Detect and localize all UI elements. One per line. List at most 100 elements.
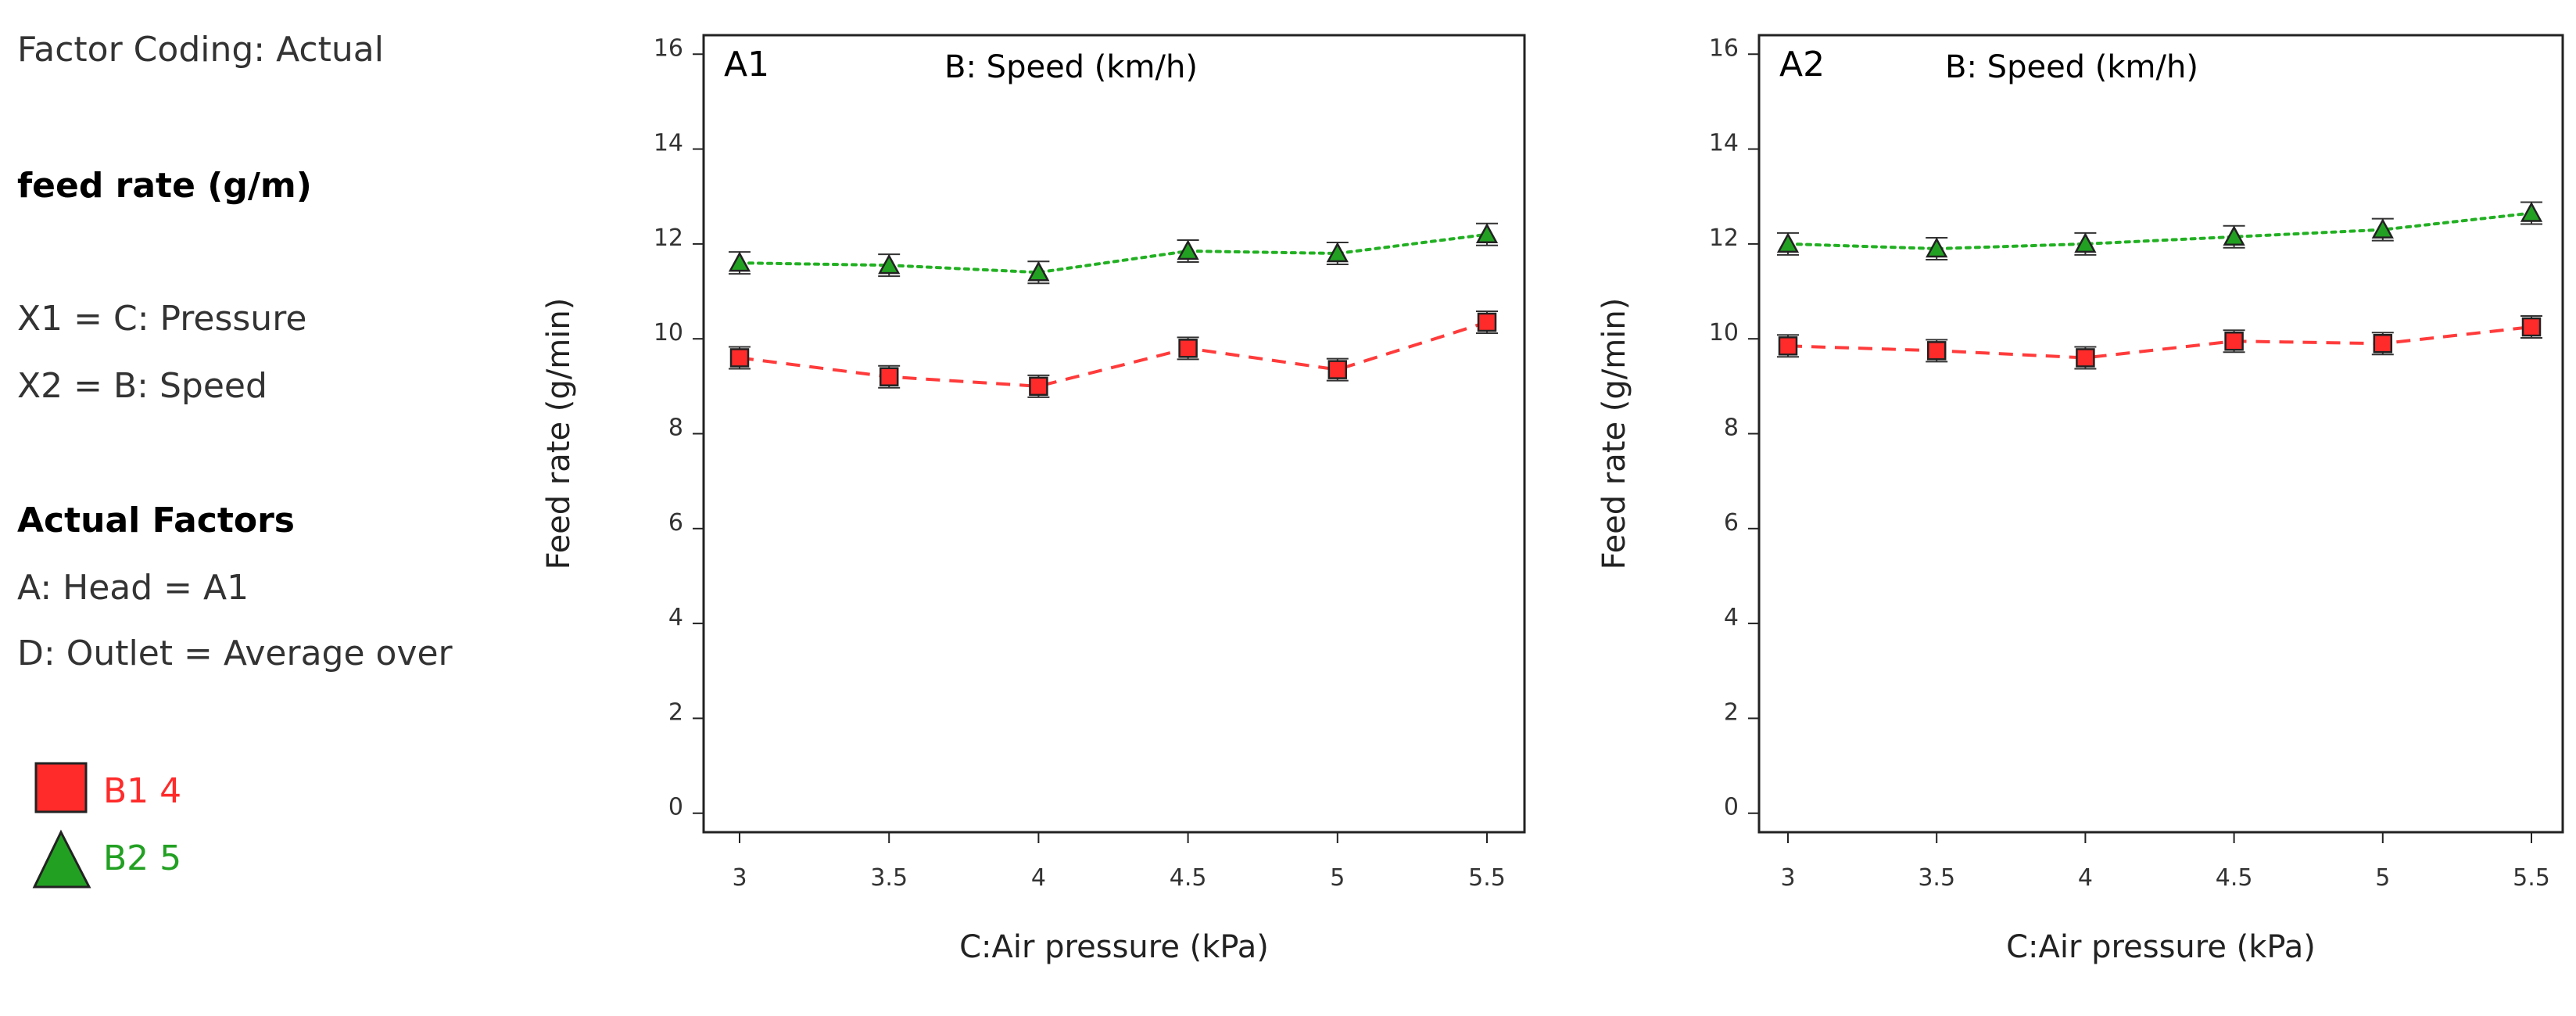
chart-2-y-tick-label: 10 [1709, 319, 1739, 346]
square-marker [1178, 339, 1198, 358]
chart-2-series-2-point [2371, 217, 2394, 242]
chart-1-y-tick-label: 0 [668, 794, 683, 821]
chart-1-x-tick-label: 4 [1031, 864, 1046, 892]
chart-2-series-1-point [2223, 329, 2245, 354]
chart-2-series-1-point [2371, 332, 2394, 356]
triangle-marker [878, 253, 901, 275]
chart-1-y-tick-label: 10 [654, 319, 683, 346]
chart-2-series-2-point [1776, 232, 1800, 256]
chart-1-y-axis-label: Feed rate (g/min) [541, 298, 577, 570]
chart-1-series-1-point [1476, 310, 1498, 334]
chart-2-x-tick-label: 4 [2078, 864, 2093, 892]
chart-2-panel-label: A2 [1779, 45, 1825, 84]
chart-1-series-1-point [1326, 357, 1349, 382]
chart-2-series-2-point [2074, 232, 2097, 256]
chart-2-series-2-point [1926, 236, 1948, 260]
triangle-marker [1475, 223, 1499, 243]
chart-1-x-axis-label: C:Air pressure (kPa) [959, 929, 1269, 965]
square-marker [2224, 331, 2244, 351]
triangle-marker [2074, 232, 2097, 253]
chart-1-x-tick-label: 5.5 [1468, 864, 1506, 892]
chart-1-y-tick-label: 2 [668, 698, 683, 726]
square-marker [879, 367, 899, 386]
chart-2-y-tick-label: 14 [1709, 130, 1739, 157]
square-marker [1029, 376, 1048, 397]
factor-d-label: D: Outlet = Average over [17, 634, 453, 673]
chart-2-y-tick-label: 6 [1724, 509, 1739, 537]
x1-label: X1 = C: Pressure [17, 299, 307, 339]
chart-1-y-tick-label: 6 [668, 509, 683, 537]
chart-1-series-2-line [738, 232, 1489, 275]
triangle-marker [1326, 242, 1349, 263]
chart-1-series-2-point [1177, 239, 1199, 263]
square-marker [1327, 360, 1348, 379]
chart-1-series-1-point [1027, 374, 1050, 398]
chart-1-y-tick-label: 12 [654, 224, 683, 252]
chart-2-series-2-line [1786, 211, 2533, 250]
chart-1-series-2-point [1326, 242, 1349, 266]
triangle-marker [2520, 201, 2543, 222]
legend-square-icon [34, 762, 88, 813]
chart-2-y-tick-label: 12 [1709, 224, 1739, 252]
chart-1-plot-frame [702, 34, 1526, 834]
square-marker [2076, 348, 2095, 368]
chart-1-series-2-point [1027, 260, 1050, 285]
chart-1-title: B: Speed (km/h) [944, 49, 1198, 85]
chart-1-y-tick-label: 8 [668, 415, 683, 442]
chart-2-y-tick-label: 8 [1724, 415, 1739, 442]
square-marker [1926, 341, 1947, 361]
response-title: feed rate (g/m) [17, 166, 312, 206]
chart-2-y-axis-label: Feed rate (g/min) [1596, 298, 1632, 570]
square-marker [2373, 334, 2393, 354]
legend-b2-label: B2 5 [103, 838, 182, 878]
legend-triangle-icon [32, 829, 91, 889]
chart-2-title: B: Speed (km/h) [1945, 49, 2198, 85]
chart-2-series-1-point [2520, 315, 2542, 339]
factor-a-label: A: Head = A1 [17, 568, 249, 608]
chart-2-y-tick-label: 2 [1724, 698, 1739, 726]
chart-2-series-1-point [1926, 339, 1948, 363]
square-marker [2521, 317, 2542, 337]
chart-1-series-2-point [1475, 222, 1499, 246]
actual-factors-heading: Actual Factors [17, 501, 295, 540]
chart-1-x-tick-label: 3.5 [870, 864, 908, 892]
chart-1-x-tick-label: 4.5 [1170, 864, 1207, 892]
chart-1-series-1-point [729, 346, 751, 370]
chart-2-x-tick-label: 5 [2375, 864, 2390, 892]
factor-coding-label: Factor Coding: Actual [17, 30, 384, 70]
chart-2-series-1-line [1787, 325, 2532, 360]
chart-2-series-1-point [1777, 334, 1799, 358]
chart-2-x-tick-label: 3.5 [1918, 864, 1955, 892]
square-marker [729, 348, 750, 368]
chart-2-x-tick-label: 4.5 [2216, 864, 2253, 892]
chart-2-x-tick-label: 3 [1780, 864, 1795, 892]
legend-panel: Factor Coding: Actual feed rate (g/m) X1… [0, 0, 547, 1016]
chart-2-y-tick-label: 16 [1709, 34, 1739, 62]
chart-1-y-tick-label: 14 [654, 130, 683, 157]
chart-1-series-1-line [739, 321, 1488, 388]
x2-label: X2 = B: Speed [17, 366, 267, 406]
chart-2-y-tick-label: 4 [1724, 604, 1739, 631]
chart-1-series-2-point [728, 251, 751, 275]
chart-a1: A1 B: Speed (km/h) 0 2 4 6 8 10 12 14 16 3 3.5 4 4.5 5 5… [541, 34, 1526, 965]
chart-1-x-tick-label: 5 [1330, 864, 1345, 892]
chart-2-series-1-point [2074, 346, 2097, 370]
chart-1-series-1-point [878, 364, 901, 389]
triangle-marker [1776, 232, 1800, 253]
square-marker [1778, 336, 1798, 356]
chart-2-plot-frame [1757, 34, 2564, 834]
chart-1-y-tick-label: 16 [654, 34, 683, 62]
chart-1-y-tick-label: 4 [668, 604, 683, 631]
chart-2-x-axis-label: C:Air pressure (kPa) [2006, 929, 2316, 965]
chart-2-y-tick-label: 0 [1724, 794, 1739, 821]
triangle-marker [728, 251, 751, 272]
chart-2-x-tick-label: 5.5 [2513, 864, 2550, 892]
triangle-marker [1177, 239, 1199, 260]
chart-1-x-tick-label: 3 [732, 864, 747, 892]
chart-1-series-1-point [1177, 336, 1199, 361]
triangle-marker [1027, 260, 1050, 282]
triangle-marker [1926, 237, 1948, 258]
chart-1-panel-label: A1 [724, 45, 769, 84]
triangle-marker [2223, 225, 2245, 246]
triangle-marker [2371, 218, 2394, 239]
